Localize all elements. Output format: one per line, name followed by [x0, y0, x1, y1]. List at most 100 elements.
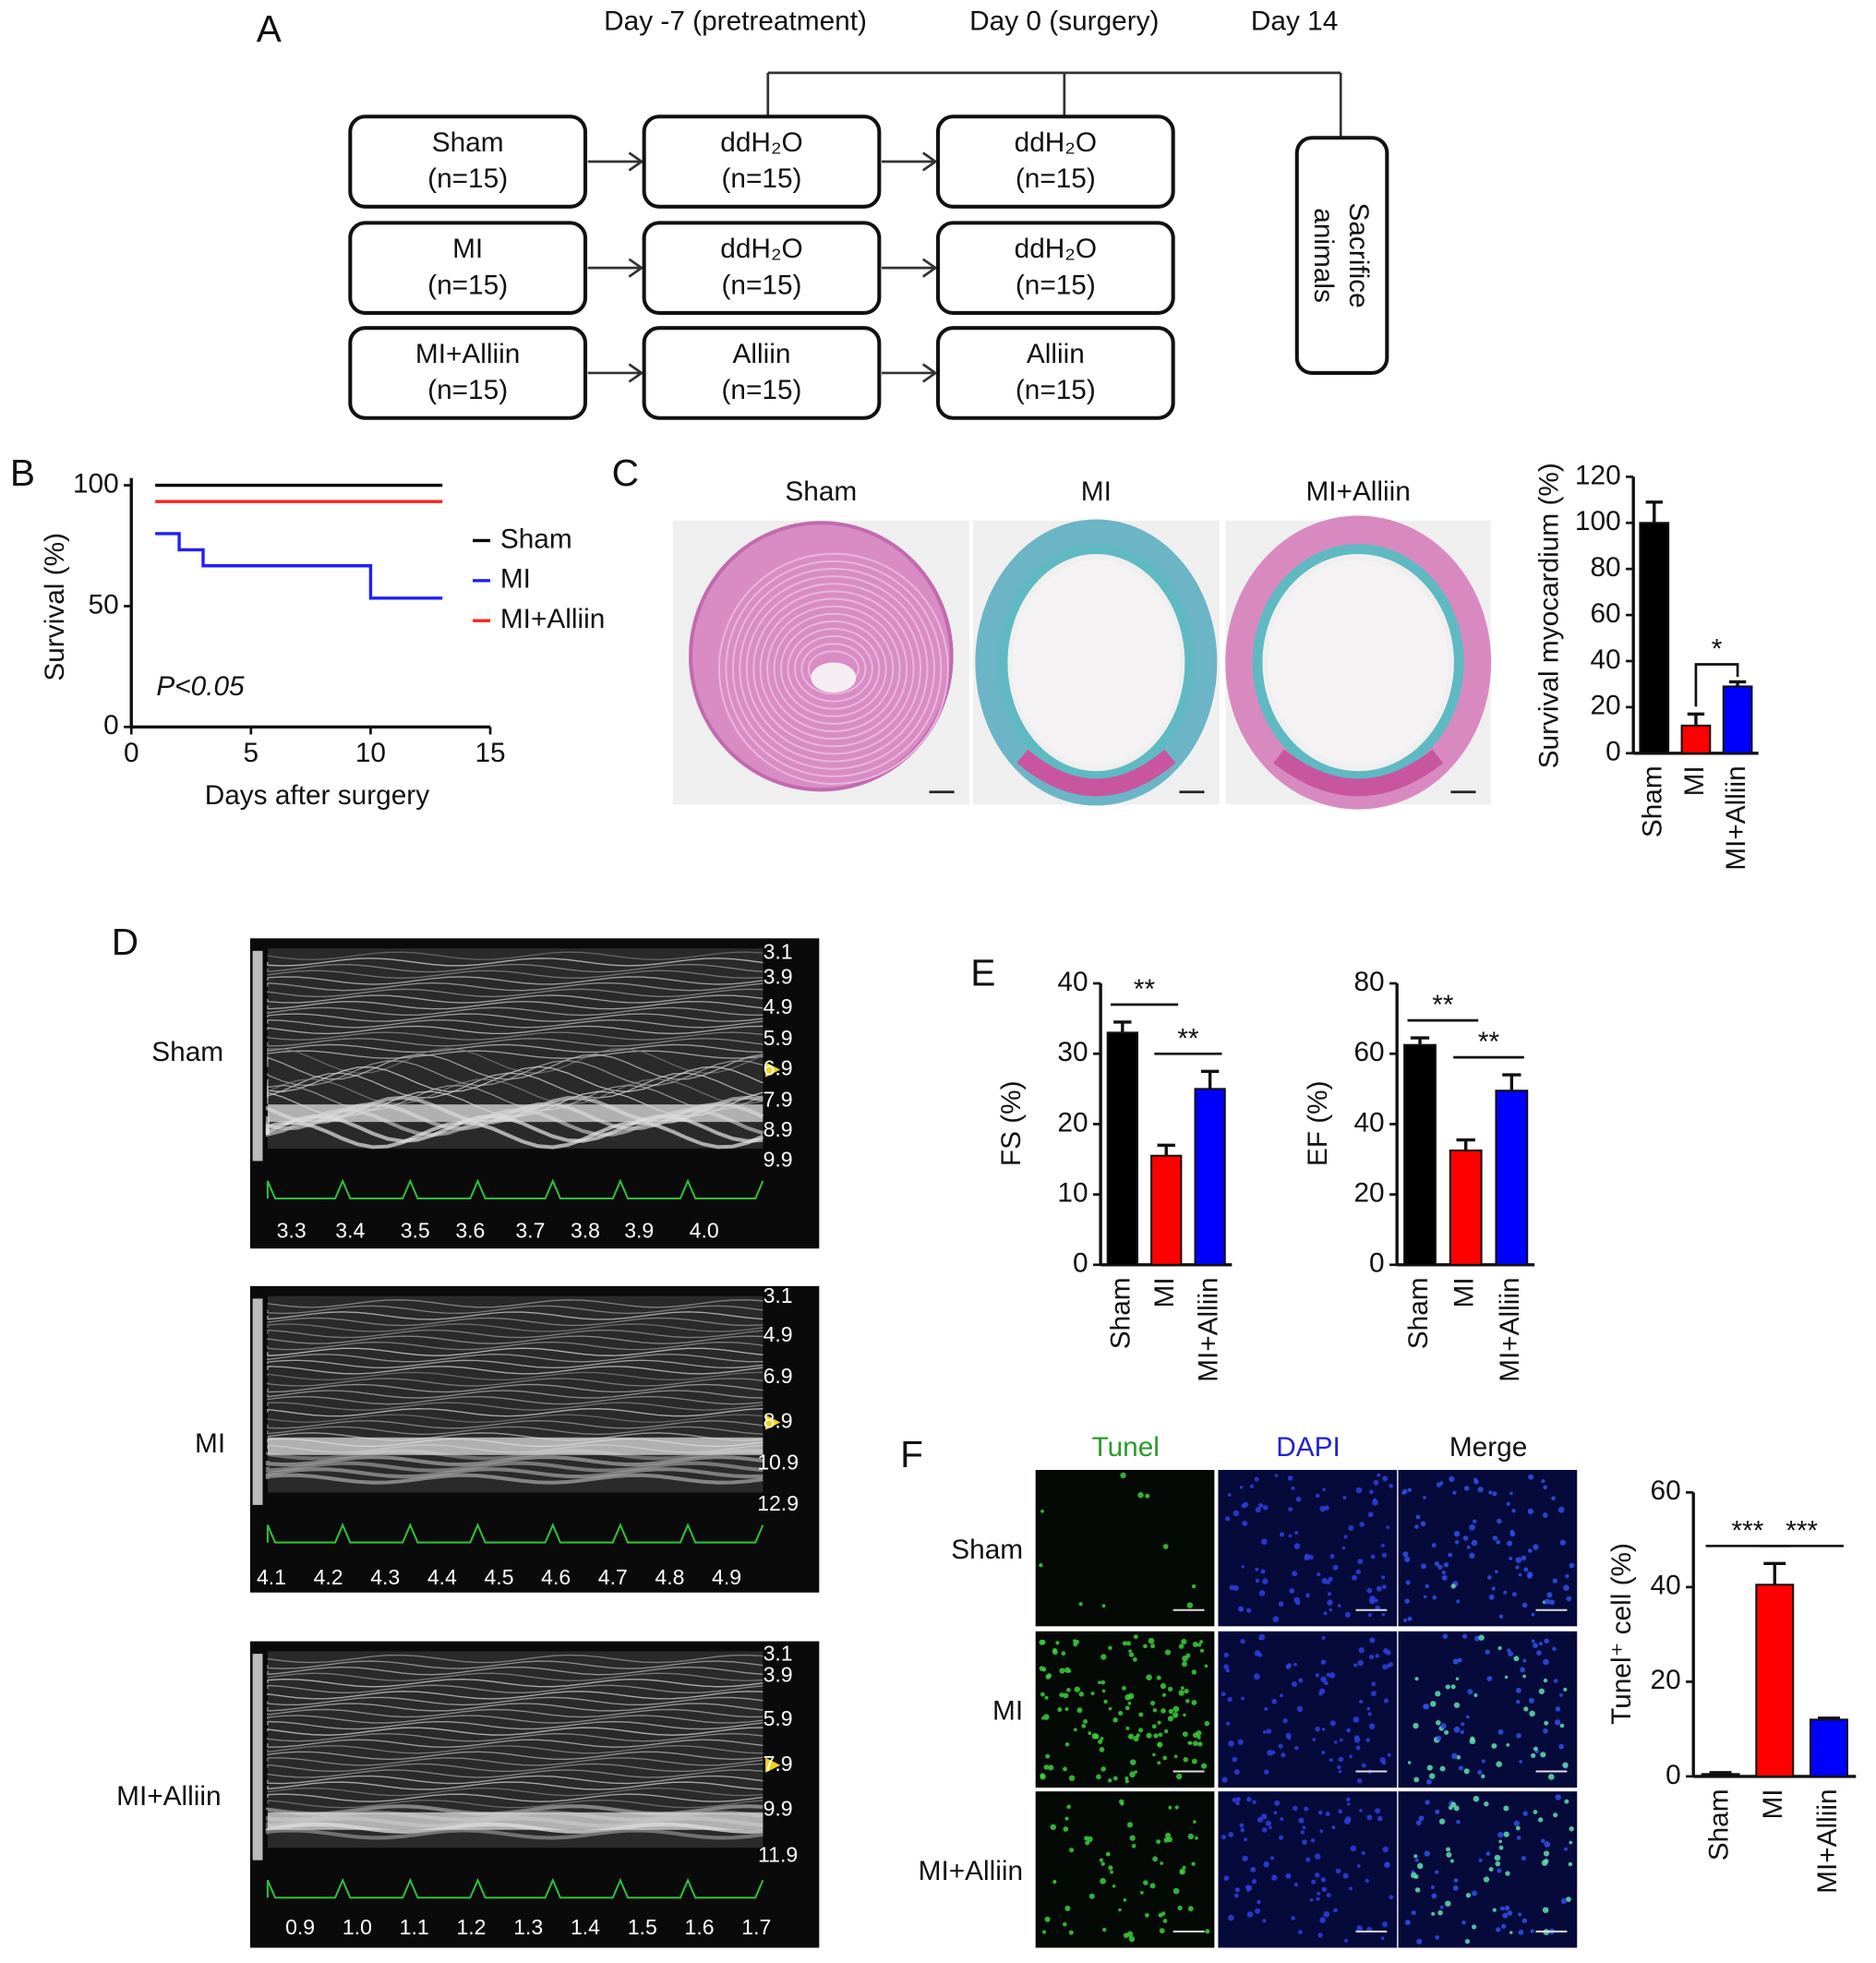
cell-dot — [1097, 1680, 1101, 1685]
cell-dot — [1128, 1649, 1132, 1653]
cell-dot — [1237, 1739, 1244, 1745]
cell-dot — [1530, 1929, 1534, 1933]
y-tick-label: 20 — [1057, 1107, 1088, 1138]
cell-dot — [1515, 1565, 1520, 1570]
cell-dot — [1424, 1850, 1430, 1857]
echo-line — [267, 1420, 764, 1429]
legend-label: MI — [500, 564, 531, 595]
echo-line — [267, 1013, 764, 1022]
cell-dot — [1338, 1809, 1343, 1814]
cell-dot — [1416, 1862, 1424, 1870]
cell-dot — [1551, 1496, 1556, 1501]
cell-dot — [1352, 1574, 1357, 1581]
cell-dot — [1233, 1510, 1240, 1517]
depth-label: 10.9 — [757, 1450, 799, 1474]
ecg-trace — [266, 1178, 764, 1200]
cell-dot — [1371, 1681, 1377, 1687]
cell-dot — [1544, 1598, 1551, 1605]
cell-dot — [1122, 1641, 1127, 1646]
cell-dot — [1168, 1708, 1174, 1715]
x-tick-label: MI+Alliin — [1812, 1788, 1843, 1893]
cell-dot — [1506, 1540, 1513, 1547]
cell-dot — [1332, 1564, 1339, 1571]
cell-dot — [1439, 1905, 1444, 1909]
cell-dot — [1333, 1908, 1338, 1913]
cell-dot — [1224, 1516, 1231, 1522]
cell-dot — [1055, 1641, 1060, 1645]
cell-dot — [1527, 1548, 1533, 1553]
cell-dot — [1426, 1764, 1433, 1771]
x-tick-label: MI — [1679, 765, 1710, 796]
y-axis-label: EF (%) — [1303, 1080, 1333, 1166]
cell-dot — [1257, 1502, 1264, 1509]
cell-dot — [1380, 1936, 1385, 1941]
cell-dot — [1552, 1578, 1557, 1584]
cell-dot — [1366, 1587, 1373, 1594]
echo-line — [267, 1395, 764, 1405]
cell-dot — [1187, 1906, 1194, 1912]
cell-dot — [1182, 1731, 1188, 1738]
cell-dot — [1379, 1757, 1386, 1764]
y-tick-label: 40 — [1057, 967, 1088, 997]
cell-dot — [1544, 1841, 1551, 1848]
cell-dot — [1516, 1732, 1521, 1739]
cell-dot — [1376, 1585, 1382, 1592]
cell-dot — [1255, 1578, 1260, 1584]
cell-dot — [1258, 1590, 1266, 1596]
cell-dot — [1272, 1616, 1280, 1622]
cell-dot — [1369, 1637, 1376, 1644]
x-axis-label: Days after surgery — [205, 780, 430, 811]
cell-dot — [1337, 1604, 1341, 1608]
cell-dot — [1144, 1912, 1149, 1918]
cell-dot — [1463, 1768, 1470, 1775]
cell-dot — [1413, 1722, 1419, 1729]
cell-dot — [1309, 1897, 1314, 1902]
cell-dot — [1373, 1479, 1379, 1486]
cell-dot — [1270, 1856, 1274, 1861]
cell-dot — [1061, 1651, 1066, 1656]
depth-label: 3.9 — [764, 1663, 793, 1687]
cell-dot — [1289, 1588, 1295, 1594]
cell-dot — [1423, 1496, 1426, 1499]
cell-dot — [1162, 1544, 1169, 1549]
cell-dot — [1469, 1738, 1476, 1745]
cell-dot — [1402, 1618, 1408, 1622]
cell-dot — [1375, 1808, 1381, 1814]
cell-dot — [1133, 1735, 1139, 1742]
time-label: 1.2 — [456, 1915, 486, 1939]
time-label: 4.4 — [427, 1565, 457, 1589]
cell-dot — [1254, 1673, 1260, 1680]
cell-dot — [1509, 1531, 1516, 1537]
cell-dot — [1120, 1801, 1124, 1806]
cell-dot — [1407, 1616, 1413, 1621]
cell-dot — [1302, 1839, 1307, 1846]
echo-line — [267, 1341, 764, 1351]
cell-dot — [1069, 1848, 1075, 1853]
cell-dot — [1356, 1778, 1363, 1784]
cell-dot — [1233, 1893, 1239, 1898]
cell-dot — [1413, 1854, 1418, 1859]
cell-dot — [1456, 1819, 1461, 1825]
cell-dot — [1162, 1755, 1168, 1761]
cell-dot — [1529, 1710, 1535, 1717]
cell-dot — [1473, 1693, 1478, 1698]
cell-dot — [1062, 1921, 1067, 1927]
cell-dot — [1462, 1535, 1469, 1541]
cell-dot — [1146, 1732, 1152, 1739]
cell-dot — [1039, 1563, 1043, 1568]
cell-dot — [1228, 1831, 1234, 1837]
x-tick-label: MI — [1758, 1788, 1788, 1819]
cell-dot — [1048, 1764, 1054, 1771]
cell-dot — [1112, 1776, 1118, 1781]
group-n: (n=15) — [427, 270, 508, 300]
bar — [1449, 1149, 1483, 1266]
microscopy-image — [1218, 1631, 1398, 1788]
echo-line — [267, 1432, 764, 1441]
cell-dot — [1304, 1555, 1310, 1561]
cell-dot — [1528, 1697, 1534, 1704]
cell-dot — [1261, 1813, 1268, 1820]
cell-dot — [1368, 1723, 1376, 1730]
microscopy-row-label: MI+Alliin — [919, 1856, 1023, 1886]
group-box — [642, 221, 882, 315]
cell-dot — [1407, 1761, 1412, 1764]
